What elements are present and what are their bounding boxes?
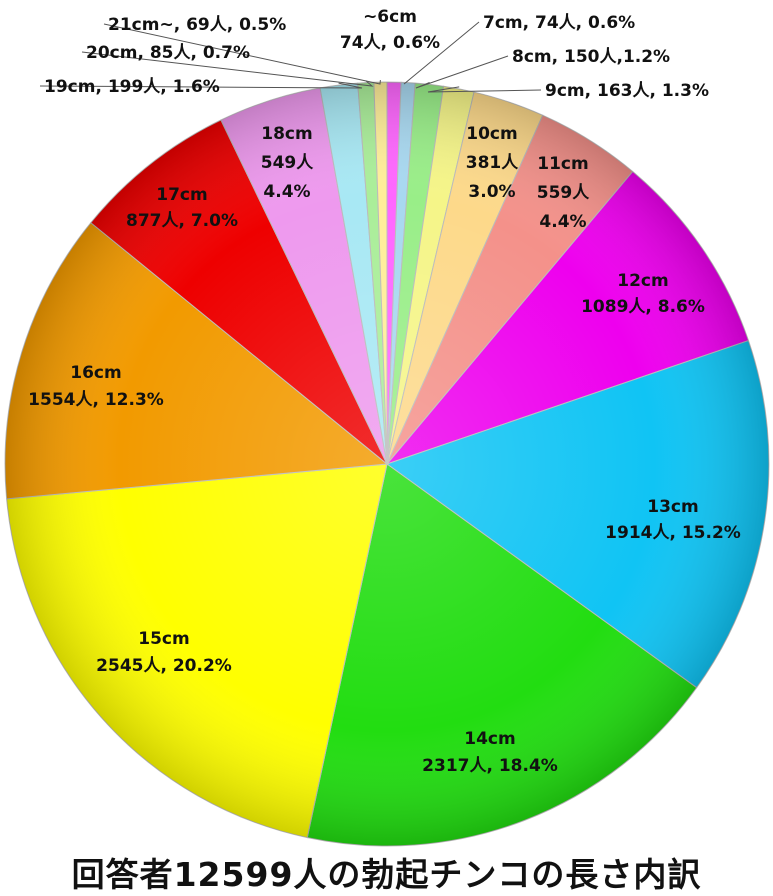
slice-labels: ~6cm 74人, 0.6% 7cm, 74人, 0.6% 8cm, 150人,1.2… [28, 7, 741, 776]
slice-label-12cm: 12cm 1089人, 8.6% [581, 271, 705, 317]
slice-label-line: 14cm [464, 729, 515, 749]
slice-label-19cm: 19cm, 199人, 1.6% [44, 77, 220, 97]
slice-label-line: 12cm [617, 271, 668, 291]
slice-label-line: 2545人, 20.2% [96, 656, 232, 676]
slice-label-21cm: 21cm~, 69人, 0.5% [108, 15, 286, 35]
leader-line [427, 86, 542, 93]
slice-label-line: 3.0% [468, 182, 515, 202]
leader-lines [39, 21, 542, 93]
slice-label-15cm: 15cm 2545人, 20.2% [96, 629, 232, 676]
slice-label-7cm: 7cm, 74人, 0.6% [483, 13, 635, 33]
slice-label-line: 7cm, 74人, 0.6% [483, 13, 635, 33]
leader-line [81, 51, 374, 87]
slice-label-line: 1554人, 12.3% [28, 390, 164, 410]
leader-line [39, 82, 363, 89]
slice-label-line: 1089人, 8.6% [581, 297, 705, 317]
slice-label-11cm: 11cm 559人 4.4% [537, 154, 590, 232]
pie-slices [4, 81, 770, 847]
slice-label-8cm: 8cm, 150人,1.2% [512, 47, 670, 67]
slice-label-line: 8cm, 150人,1.2% [512, 47, 670, 67]
slice-label-14cm: 14cm 2317人, 18.4% [422, 729, 558, 776]
slice-label-line: 549人 [261, 153, 314, 173]
slice-label-line: 21cm~, 69人, 0.5% [108, 15, 286, 35]
slice-label-line: ~6cm [363, 7, 417, 27]
slice-label-line: 559人 [537, 183, 590, 203]
slice-label-line: 11cm [537, 154, 588, 174]
slice-label-line: 4.4% [263, 182, 310, 202]
slice-label-20cm: 20cm, 85人, 0.7% [86, 43, 250, 63]
slice-label-16cm: 16cm 1554人, 12.3% [28, 363, 164, 410]
slice-label-line: 18cm [261, 124, 312, 144]
leader-line [103, 23, 381, 85]
slice-label-line: 10cm [466, 124, 517, 144]
slice-label-18cm: 18cm 549人 4.4% [261, 124, 314, 202]
slice-label-line: 4.4% [539, 212, 586, 232]
slice-label-line: 16cm [70, 363, 121, 383]
slice-label-line: 2317人, 18.4% [422, 756, 558, 776]
leader-line [415, 55, 509, 89]
slice-label-line: 877人, 7.0% [126, 211, 238, 231]
slice-label-line: 20cm, 85人, 0.7% [86, 43, 250, 63]
slice-label-6cm: ~6cm 74人, 0.6% [340, 7, 440, 53]
slice-label-17cm: 17cm 877人, 7.0% [126, 185, 238, 231]
slice-label-line: 1914人, 15.2% [605, 523, 741, 543]
chart-title: 回答者12599人の勃起チンコの長さ内訳 [71, 855, 702, 894]
slice-label-10cm: 10cm 381人 3.0% [466, 124, 519, 202]
leader-line [403, 21, 480, 85]
slice-label-line: 381人 [466, 153, 519, 173]
slice-label-13cm: 13cm 1914人, 15.2% [605, 497, 741, 543]
slice-label-line: 13cm [647, 497, 698, 517]
slice-label-line: 19cm, 199人, 1.6% [44, 77, 220, 97]
slice-label-9cm: 9cm, 163人, 1.3% [545, 81, 709, 101]
slice-label-line: 15cm [138, 629, 189, 649]
slice-label-line: 9cm, 163人, 1.3% [545, 81, 709, 101]
slice-label-line: 74人, 0.6% [340, 33, 440, 53]
slice-label-line: 17cm [156, 185, 207, 205]
